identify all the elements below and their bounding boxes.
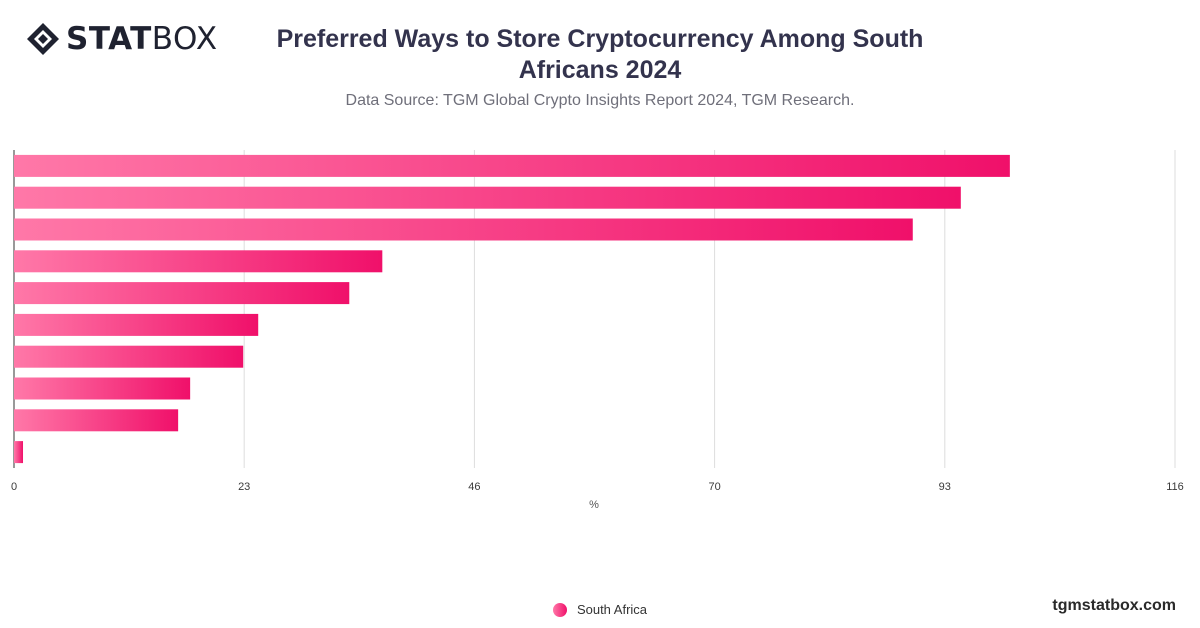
x-axis-title: % — [589, 499, 599, 511]
brand-logo: STATBOX — [26, 22, 218, 56]
statbox-diamond-icon — [27, 23, 59, 55]
bar[interactable] — [14, 345, 244, 368]
site-url[interactable]: tgmstatbox.com — [1052, 597, 1176, 614]
legend[interactable]: South Africa — [0, 602, 1200, 617]
bar[interactable] — [14, 250, 383, 273]
bar[interactable] — [14, 186, 961, 209]
bar[interactable] — [14, 313, 259, 336]
bar[interactable] — [14, 218, 913, 241]
x-tick-label: 93 — [939, 481, 951, 493]
bar[interactable] — [14, 441, 24, 464]
x-tick-label: 116 — [1166, 481, 1184, 493]
bar[interactable] — [14, 377, 191, 400]
x-axis-ticks: 0 23 46 70 93 116 — [11, 481, 1184, 493]
x-tick-label: 46 — [468, 481, 480, 493]
bar[interactable] — [14, 282, 350, 305]
bar[interactable] — [14, 409, 179, 432]
x-tick-label: 0 — [11, 481, 17, 493]
bars — [14, 154, 1010, 464]
bar[interactable] — [14, 154, 1010, 177]
x-tick-label: 70 — [708, 481, 720, 493]
chart-title: Preferred Ways to Store Cryptocurrency A… — [276, 25, 924, 84]
legend-label: South Africa — [576, 602, 648, 617]
x-tick-label: 23 — [238, 481, 250, 493]
legend-marker — [552, 602, 567, 617]
brand-wordmark: STATBOX — [66, 21, 218, 57]
chart-subtitle: Data Source: TGM Global Crypto Insights … — [345, 92, 855, 109]
